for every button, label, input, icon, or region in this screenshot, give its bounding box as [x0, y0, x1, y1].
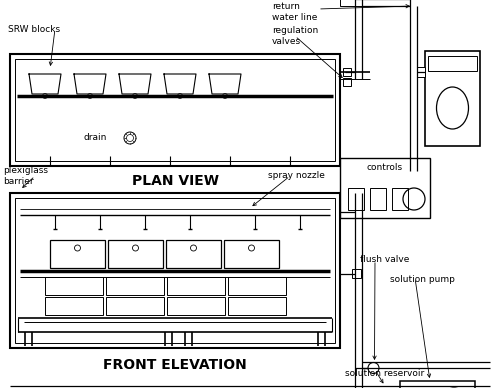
Bar — [45, 297, 103, 315]
Bar — [343, 68, 351, 76]
Bar — [417, 67, 425, 77]
Bar — [106, 277, 164, 295]
Bar — [10, 193, 340, 348]
Circle shape — [178, 94, 182, 99]
Bar — [167, 277, 225, 295]
Text: drain: drain — [84, 133, 106, 142]
Text: solution pump: solution pump — [390, 275, 455, 284]
Bar — [228, 277, 286, 295]
Text: flush valve: flush valve — [360, 256, 410, 265]
Text: FRONT ELEVATION: FRONT ELEVATION — [103, 358, 247, 372]
Text: SRW blocks: SRW blocks — [8, 24, 60, 33]
Bar — [167, 297, 225, 315]
Bar — [15, 198, 335, 343]
Bar — [15, 59, 335, 161]
Circle shape — [222, 94, 228, 99]
Circle shape — [88, 94, 92, 99]
Bar — [348, 188, 364, 210]
Bar — [370, 188, 386, 210]
Bar — [343, 78, 351, 86]
Bar — [50, 240, 105, 268]
Bar — [340, 158, 430, 218]
Bar — [106, 297, 164, 315]
Bar — [425, 51, 480, 146]
Text: spray nozzle: spray nozzle — [268, 171, 325, 180]
Bar — [352, 269, 361, 278]
Bar — [228, 297, 286, 315]
Text: plexiglass
barrier: plexiglass barrier — [3, 166, 48, 186]
Text: controls: controls — [367, 163, 403, 173]
Bar — [400, 381, 475, 388]
Text: PLAN VIEW: PLAN VIEW — [132, 174, 218, 188]
Text: solution reservoir: solution reservoir — [345, 369, 424, 378]
Bar — [392, 188, 408, 210]
Bar — [166, 240, 221, 268]
Bar — [353, 207, 361, 217]
Text: return
water line: return water line — [272, 2, 318, 23]
Bar — [428, 56, 477, 71]
Circle shape — [42, 94, 48, 99]
Circle shape — [132, 94, 138, 99]
Bar — [108, 240, 163, 268]
Bar — [224, 240, 279, 268]
Text: regulation
valves: regulation valves — [272, 26, 318, 47]
Bar — [340, 0, 362, 6]
Bar — [45, 277, 103, 295]
Bar — [10, 54, 340, 166]
